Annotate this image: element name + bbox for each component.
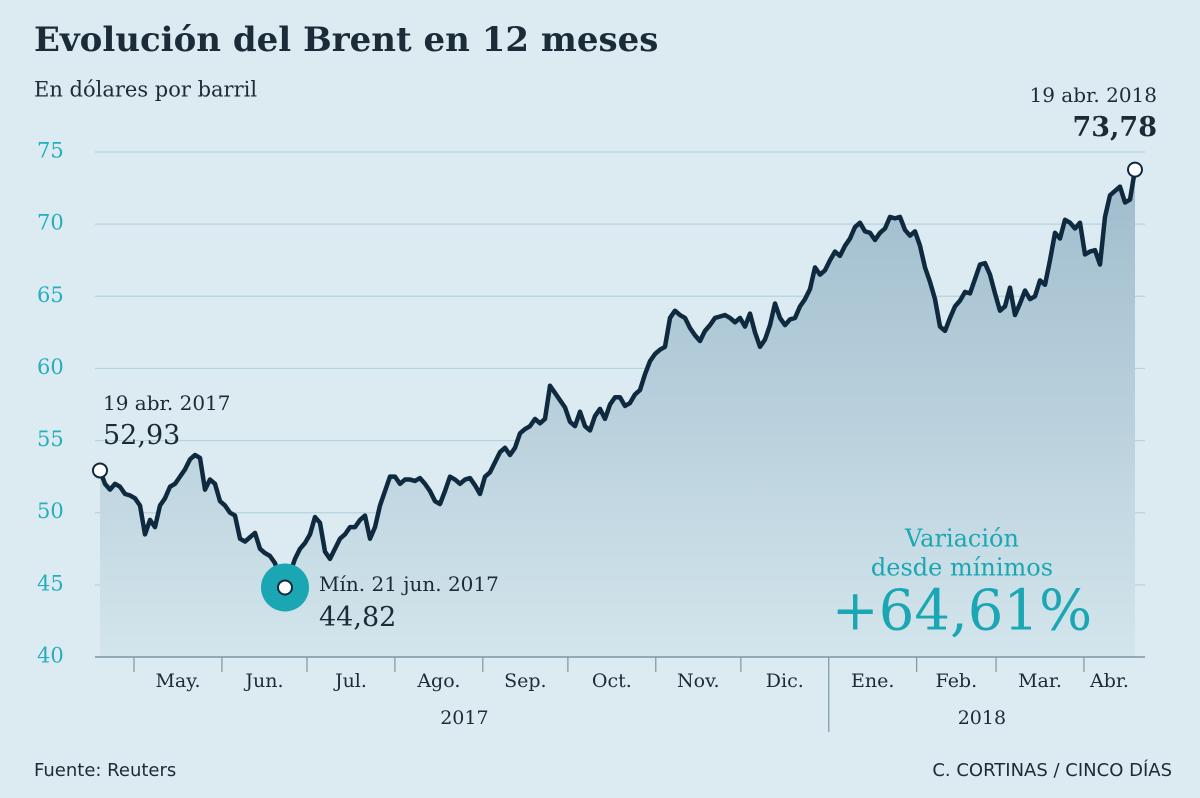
change-label: desde mínimos — [871, 554, 1053, 582]
credit: C. CORTINAS / CINCO DÍAS — [932, 759, 1172, 781]
year-label: 2017 — [440, 707, 488, 729]
y-tick-label: 65 — [37, 283, 64, 307]
point — [1127, 161, 1143, 178]
x-axis: May. Jun. Jul. Ago. Sep. Oct. Nov. Dic. Ene. Feb.… — [95, 656, 1145, 732]
month-label: Feb. — [936, 670, 978, 692]
month-label: Ene. — [851, 670, 894, 692]
chart-subtitle: En dólares por barril — [34, 78, 257, 102]
month-label: Jul. — [333, 670, 367, 692]
month-label: Ago. — [416, 670, 460, 692]
y-tick-label: 70 — [37, 211, 64, 235]
month-label: Abr. — [1089, 670, 1129, 692]
source: Fuente: Reuters — [34, 760, 176, 781]
annotations: 19 abr. 2017 52,93 Mín. 21 jun. 2017 44,82 1… — [92, 83, 1157, 644]
y-tick-label: 55 — [37, 427, 64, 451]
area — [100, 169, 1135, 657]
annotation-date: 19 abr. 2018 — [1029, 83, 1157, 107]
annotation-value: 44,82 — [319, 602, 396, 633]
y-tick-label: 75 — [37, 139, 64, 163]
y-tick-label: 40 — [37, 644, 64, 668]
month-label: Oct. — [592, 670, 632, 692]
annotation-value: 52,93 — [103, 420, 180, 451]
month-label: Sep. — [504, 670, 546, 692]
plot — [97, 169, 1138, 657]
y-tick-label: 50 — [37, 499, 64, 523]
month-label: Jun. — [243, 670, 283, 692]
change-label: Variación — [904, 525, 1019, 553]
chart-title: Evolución del Brent en 12 meses — [34, 20, 658, 60]
annotation-value: 73,78 — [1072, 112, 1157, 143]
annotation-date: Mín. 21 jun. 2017 — [319, 572, 499, 596]
point — [277, 579, 293, 596]
month-label: Mar. — [1018, 670, 1062, 692]
annotation-date: 19 abr. 2017 — [103, 391, 231, 415]
y-tick-label: 60 — [37, 355, 64, 379]
month-label: May. — [155, 670, 200, 692]
line — [97, 169, 1138, 590]
month-label: Nov. — [677, 670, 720, 692]
y-tick-label: 45 — [37, 571, 64, 595]
point — [92, 462, 108, 479]
year-label: 2018 — [958, 707, 1006, 729]
change-value: +64,61% — [832, 579, 1092, 644]
month-label: Dic. — [766, 670, 804, 692]
